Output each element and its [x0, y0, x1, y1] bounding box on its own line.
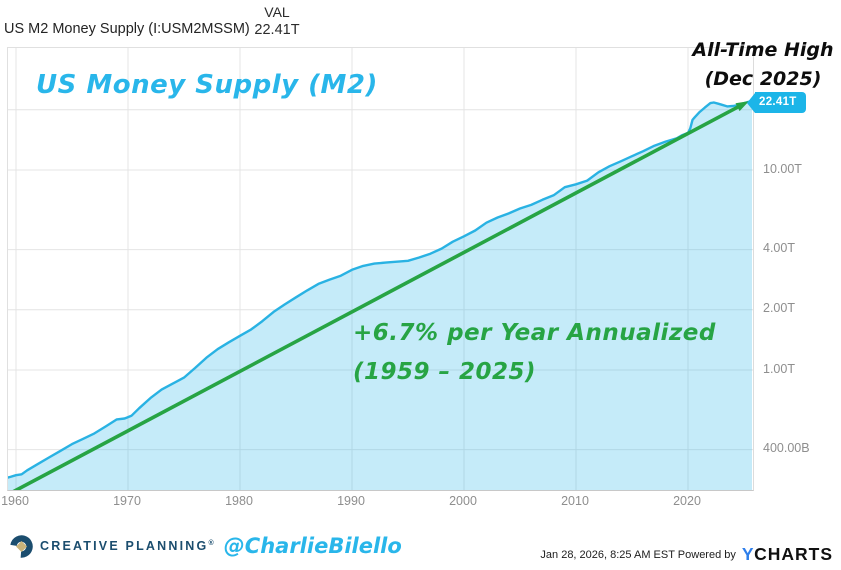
y-tick-label: 10.00T	[763, 161, 802, 176]
y-tick-label: 1.00T	[763, 361, 795, 376]
registered-mark: ®	[208, 539, 216, 547]
badge-pointer	[747, 92, 755, 113]
value-column-value: 22.41T	[254, 22, 300, 38]
m2-line	[8, 98, 753, 479]
ycharts-logo-y: Y	[741, 544, 755, 564]
ycharts-logo-text: CHARTS	[754, 544, 833, 564]
value-column-header: VAL	[264, 4, 290, 20]
y-tick-label: 2.00T	[763, 301, 795, 316]
footer-attribution: Jan 28, 2026, 8:25 AM EST Powered by Y C…	[540, 544, 833, 565]
all-time-high-line2: (Dec 2025)	[704, 68, 822, 90]
footer-brand: CREATIVE PLANNING® @CharlieBilello	[10, 534, 402, 558]
twitter-handle: @CharlieBilello	[223, 534, 402, 558]
x-tick-label: 1990	[337, 494, 365, 508]
trend-annotation-line2: (1959 – 2025)	[353, 359, 537, 385]
creative-planning-logo-icon	[10, 534, 33, 558]
x-tick-label: 2010	[561, 494, 589, 508]
x-tick-label: 1960	[1, 494, 29, 508]
x-tick-label: 2020	[673, 494, 701, 508]
trend-line	[12, 103, 742, 490]
y-tick-label: 400.00B	[763, 441, 810, 456]
plot-area	[7, 47, 754, 491]
series-label: US M2 Money Supply (I:USM2MSSM)	[4, 21, 250, 37]
all-time-high-line1: All-Time High	[692, 39, 834, 61]
value-column: VAL 22.41T	[225, 4, 329, 38]
timestamp: Jan 28, 2026, 8:25 AM EST Powered by	[540, 548, 736, 561]
chart-title-annotation: US Money Supply (M2)	[36, 70, 378, 100]
x-tick-label: 1980	[225, 494, 253, 508]
x-tick-label: 1970	[113, 494, 141, 508]
m2-area-chart	[8, 48, 753, 490]
brand-name: CREATIVE PLANNING®	[40, 539, 216, 553]
trend-annotation-line1: +6.7% per Year Annualized	[353, 320, 716, 346]
trend-arrowhead	[735, 101, 749, 112]
badge-value: 22.41T	[755, 92, 806, 113]
x-tick-label: 2000	[449, 494, 477, 508]
last-value-badge: 22.41T	[747, 92, 806, 113]
all-time-high-annotation: All-Time High (Dec 2025)	[688, 36, 838, 94]
y-tick-label: 4.00T	[763, 241, 795, 256]
trend-annotation: +6.7% per Year Annualized (1959 – 2025)	[353, 314, 716, 392]
